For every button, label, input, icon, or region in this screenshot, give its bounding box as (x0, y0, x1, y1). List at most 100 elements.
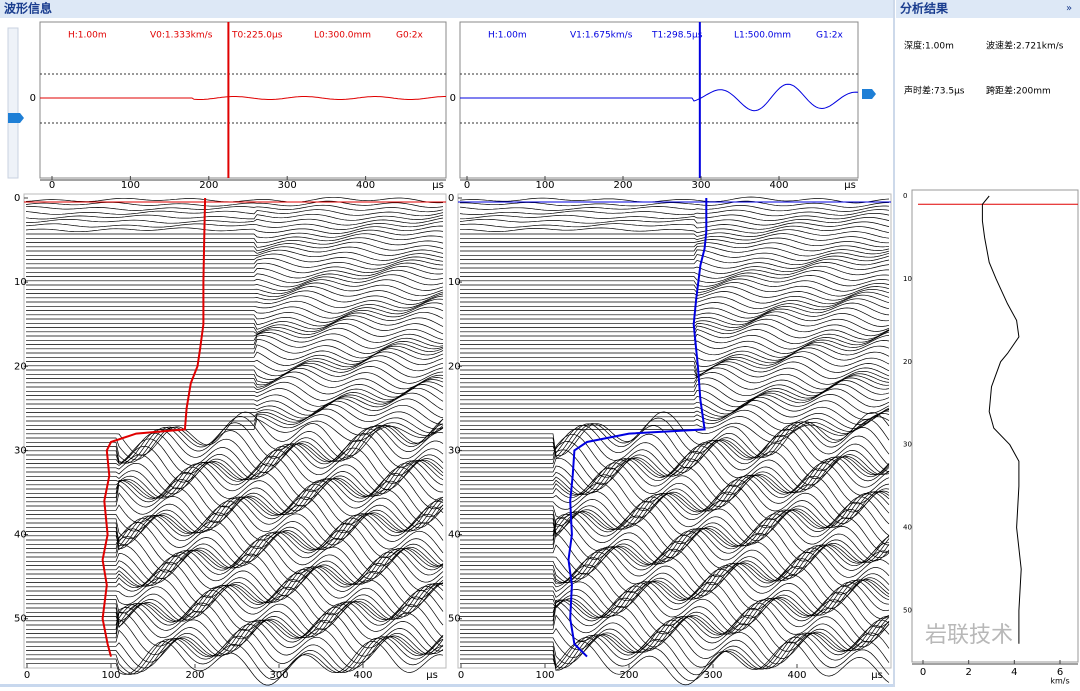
waveform-trace (460, 608, 890, 651)
waveform-trace (26, 384, 444, 407)
waveform-trace (460, 590, 890, 634)
waveform-trace (26, 569, 444, 614)
wave-info: V1:1.675km/s (570, 31, 633, 41)
waveform-trace (460, 249, 890, 261)
x-tick-label: 0 (920, 667, 926, 678)
waveform-trace (460, 294, 890, 310)
waveform-trace (26, 217, 444, 226)
waveform-trace (460, 265, 889, 279)
collapse-button[interactable]: » (1066, 3, 1072, 14)
waveform-trace (26, 422, 444, 463)
waveform-trace (460, 565, 890, 609)
waveform-trace (25, 209, 444, 217)
waveform-trace (26, 601, 444, 640)
trace-panel (23, 193, 447, 669)
waveform-trace (460, 641, 890, 686)
y-tick-label: 10 (448, 277, 461, 288)
waveform-trace (26, 355, 444, 377)
waveform-trace (26, 367, 444, 390)
waveform-trace (460, 400, 890, 425)
waveform-trace (26, 315, 444, 330)
waveform-trace (460, 278, 890, 292)
waveform-trace (460, 416, 890, 443)
x-tick-label: 300 (269, 670, 288, 681)
x-unit: km/s (1050, 677, 1069, 686)
waveform-trace (460, 599, 890, 643)
waveform-trace (26, 351, 444, 372)
x-unit: μs (432, 180, 444, 191)
waveform-trace (460, 501, 890, 545)
waveform-trace (460, 237, 890, 248)
x-tick-label: 200 (613, 180, 632, 191)
x-unit: μs (844, 180, 856, 191)
x-tick-label: 200 (199, 180, 218, 191)
waveform-trace (460, 356, 890, 376)
waveform-trace (26, 376, 444, 398)
x-tick-label: 300 (278, 180, 297, 191)
waveform-trace (26, 322, 444, 341)
waveform-trace (26, 512, 444, 551)
waveform-trace (26, 517, 444, 563)
waveform-trace (26, 496, 444, 541)
slider-handle[interactable] (862, 89, 876, 99)
slider-handle[interactable] (8, 113, 24, 123)
waveform-trace (460, 394, 890, 415)
first-arrival-pick (101, 197, 207, 657)
waveform-trace (460, 545, 890, 586)
waveform-trace (460, 331, 890, 350)
waveform-trace (460, 563, 890, 603)
waveform-trace (460, 616, 890, 659)
waveform-trace (26, 579, 444, 621)
waveform-trace (26, 392, 444, 416)
waveform-trace (26, 311, 444, 327)
waveform-trace (26, 418, 444, 442)
waveform-trace (26, 428, 444, 473)
waveform-trace (460, 262, 890, 274)
waveform-panel (459, 21, 859, 179)
waveform-trace (460, 540, 890, 583)
waveform-trace (460, 291, 890, 305)
x-tick-label: 0 (49, 180, 55, 191)
waveform-trace (460, 323, 890, 340)
y-tick-label: 50 (448, 614, 461, 625)
y-tick-label: 40 (14, 530, 27, 541)
waveform-trace (26, 269, 444, 284)
wave-info: L0:300.0mm (314, 31, 371, 41)
waveform-trace (26, 628, 444, 673)
waveform-trace (460, 351, 890, 372)
waveform-trace (460, 440, 890, 479)
waveform-trace (26, 618, 444, 657)
waveform-trace (26, 298, 444, 314)
waveform-trace (460, 298, 890, 315)
waveform-trace (26, 445, 444, 490)
waveform-trace (460, 367, 890, 390)
waveform-trace (26, 306, 444, 323)
waveform-trace (460, 413, 890, 438)
waveform-trace (460, 631, 890, 671)
x-tick-label: 0 (464, 180, 470, 191)
waveform-trace (459, 217, 890, 226)
x-unit: μs (426, 670, 438, 681)
waveform-trace (460, 479, 890, 525)
waveform-trace (26, 360, 444, 380)
x-tick-label: 300 (703, 670, 722, 681)
waveform-trace (26, 583, 444, 624)
waveform-trace (460, 633, 890, 676)
waveform-trace (460, 619, 890, 665)
plots: 0 H:1.00m V0:1.333km/s T0:225.0μs L0:300.0mm… (14, 21, 1079, 686)
waveform-trace (26, 480, 444, 524)
zero-label: 0 (450, 93, 456, 104)
status-bar (0, 684, 893, 687)
waveform-trace (26, 404, 444, 430)
waveform-trace (26, 295, 444, 309)
waveform-trace (26, 318, 444, 335)
x-tick-label: 200 (185, 670, 204, 681)
waveform-trace (460, 467, 890, 511)
waveform-trace (460, 491, 890, 530)
waveform-trace (26, 505, 444, 550)
result-text: 跨距差:200mm (986, 85, 1051, 97)
waveform-trace (26, 640, 444, 686)
y-tick-label: 10 (903, 275, 912, 283)
waveform-trace (26, 257, 444, 270)
